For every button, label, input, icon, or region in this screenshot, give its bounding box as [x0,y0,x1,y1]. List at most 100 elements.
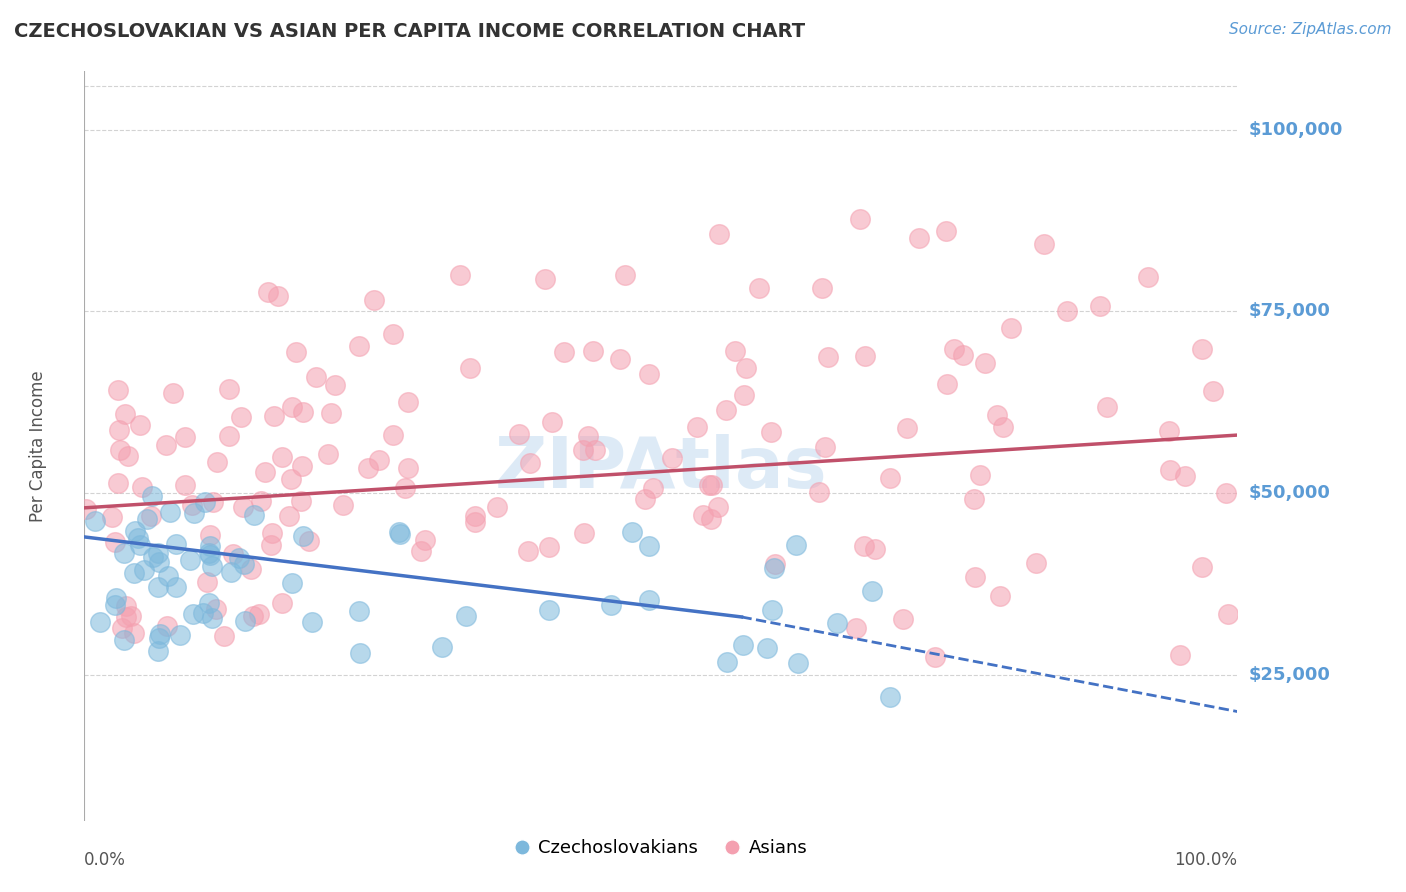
Point [280,575,302,590]
Point [173,430,195,444]
Point [394,481,416,495]
Point [1000,321,1022,335]
Point [716,655,738,669]
Point [748,281,770,295]
Point [963,570,986,584]
Point [349,646,371,660]
Point [853,539,876,553]
Point [709,227,731,242]
Point [1215,485,1237,500]
Point [935,224,957,238]
Point [256,285,278,299]
Point [952,348,974,362]
Point [75,502,97,516]
Point [212,629,235,643]
Point [735,361,758,376]
Point [139,508,162,523]
Point [609,351,631,366]
Point [814,440,837,454]
Point [860,584,883,599]
Point [198,539,221,553]
Point [201,559,224,574]
Point [104,598,127,612]
Point [935,376,957,391]
Point [731,638,754,652]
Point [1159,463,1181,477]
Text: Per Capita Income: Per Capita Income [30,370,48,522]
Point [763,557,786,571]
Point [449,268,471,283]
Point [865,541,887,556]
Point [582,343,605,358]
Point [104,534,127,549]
Point [1191,560,1213,574]
Point [714,403,737,417]
Text: 0.0%: 0.0% [84,851,127,869]
Point [316,447,339,461]
Point [817,350,839,364]
Point [785,539,807,553]
Point [129,538,152,552]
Point [974,356,997,370]
Point [763,561,786,575]
Point [232,500,254,514]
Point [908,231,931,245]
Point [254,466,277,480]
Point [962,491,984,506]
Point [1191,343,1213,357]
Point [686,419,709,434]
Point [1170,648,1192,662]
Point [825,616,848,631]
Point [165,580,187,594]
Point [323,378,346,392]
Point [993,419,1015,434]
Point [853,349,876,363]
Point [637,593,659,607]
Legend: Czechoslovakians, Asians: Czechoslovakians, Asians [508,831,814,864]
Point [363,293,385,308]
Point [537,603,560,617]
Point [357,460,380,475]
Point [756,640,779,655]
Point [319,406,342,420]
Point [291,529,314,543]
Point [969,468,991,483]
Point [290,494,312,508]
Point [183,607,205,622]
Point [127,531,149,545]
Point [845,621,868,635]
Point [271,450,294,465]
Point [156,569,179,583]
Point [89,615,111,630]
Point [247,607,270,621]
Point [165,537,187,551]
Point [149,627,172,641]
Point [388,525,411,540]
Point [197,596,219,610]
Point [260,525,283,540]
Point [141,489,163,503]
Point [197,575,219,590]
Point [136,511,159,525]
Point [485,500,508,515]
Point [849,211,872,226]
Point [332,498,354,512]
Point [181,498,204,512]
Point [613,268,636,283]
Point [250,493,273,508]
Point [761,425,783,439]
Point [281,401,304,415]
Point [201,495,224,509]
Point [235,614,257,628]
Point [117,449,139,463]
Point [120,609,142,624]
Text: ZIPAtlas: ZIPAtlas [495,434,827,503]
Point [411,543,433,558]
Point [173,478,195,492]
Point [413,533,436,547]
Point [761,603,783,617]
Point [349,604,371,618]
Point [661,451,683,466]
Point [148,631,170,645]
Point [1174,469,1197,483]
